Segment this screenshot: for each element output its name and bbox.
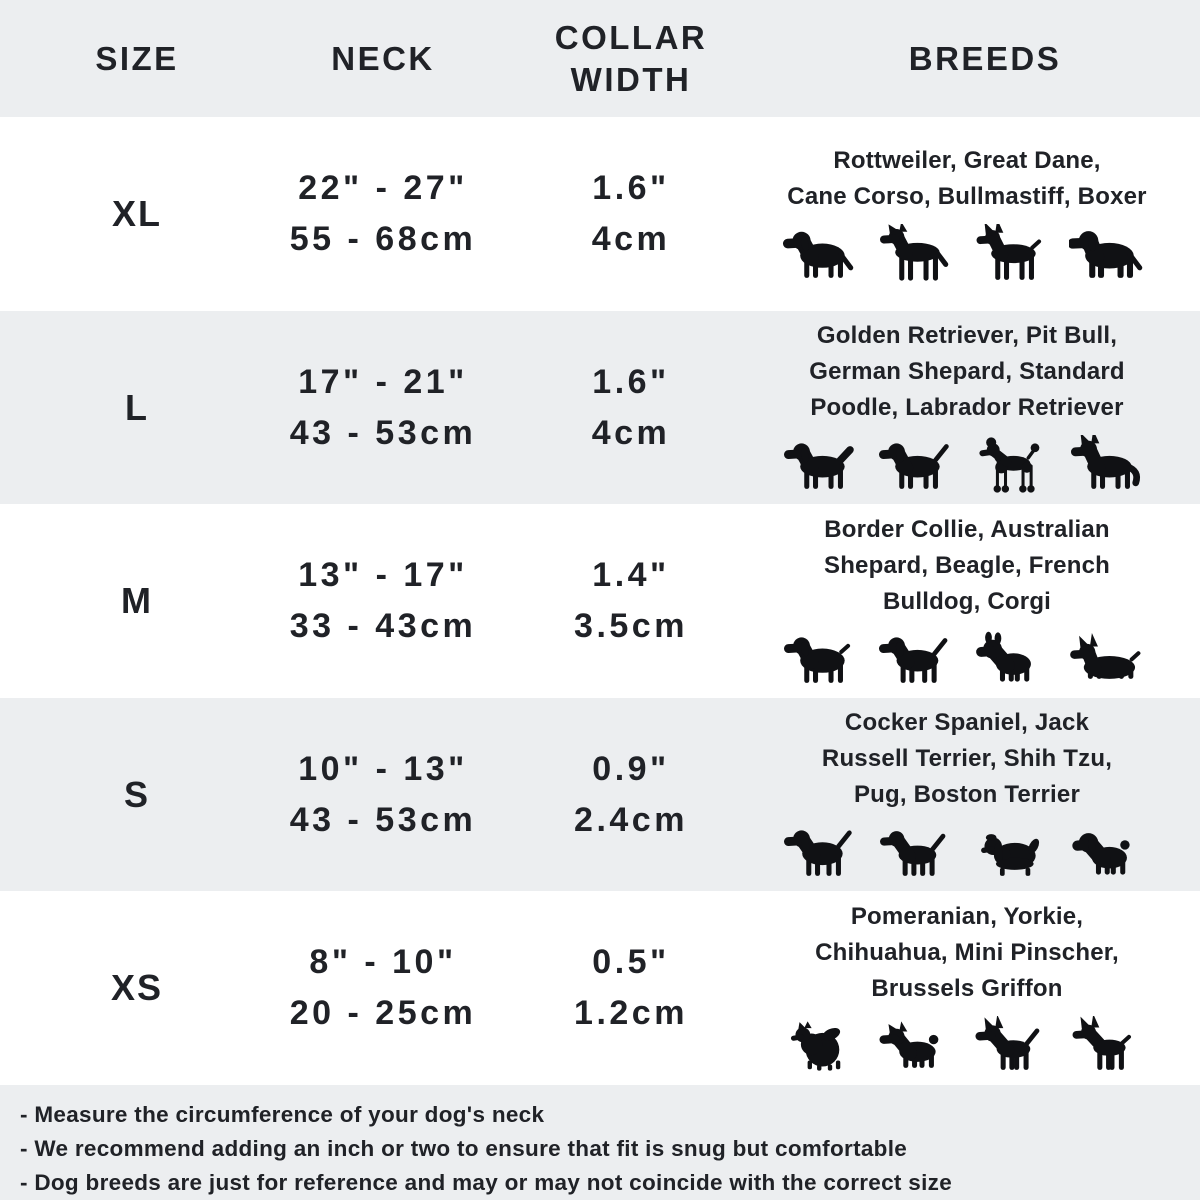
collar-width-cm: 4cm bbox=[591, 220, 671, 259]
size-row-xl: XL 22" - 27" 55 - 68cm 1.6" 4cm Rottweil… bbox=[0, 117, 1200, 311]
neck-range-inches: 8" - 10" bbox=[309, 943, 457, 982]
breeds-list-line: Golden Retriever, Pit Bull, bbox=[816, 322, 1118, 350]
size-row-l: L 17" - 21" 43 - 53cm 1.6" 4cm Golden Re… bbox=[0, 310, 1200, 505]
collar-width: 1.6" 4cm bbox=[492, 357, 770, 459]
breeds-list-line: Poodle, Labrador Retriever bbox=[810, 394, 1124, 422]
header-collar-width: COLLAR WIDTH bbox=[554, 19, 708, 98]
breeds-list-line: Chihuahua, Mini Pinscher, bbox=[815, 938, 1119, 966]
neck-range-cm: 20 - 25cm bbox=[289, 994, 477, 1033]
rottweiler-icon bbox=[782, 231, 854, 278]
header-neck: NECK bbox=[331, 40, 435, 78]
collar-width-cm: 1.2cm bbox=[574, 994, 688, 1033]
great-dane-icon bbox=[880, 223, 949, 281]
note-line: - Dog breeds are just for reference and … bbox=[20, 1169, 953, 1195]
collar-width-cm: 3.5cm bbox=[574, 607, 688, 646]
jack-russell-icon bbox=[880, 831, 946, 877]
breeds-list-line: Cocker Spaniel, Jack bbox=[844, 709, 1090, 737]
header-size: SIZE bbox=[95, 40, 179, 78]
golden-retriever-icon bbox=[783, 443, 854, 490]
neck-range: 8" - 10" 20 - 25cm bbox=[274, 937, 492, 1039]
note-line: - Measure the circumference of your dog'… bbox=[20, 1101, 545, 1127]
measuring-notes: - Measure the circumference of your dog'… bbox=[0, 1084, 1200, 1200]
breeds-list-line: Pomeranian, Yorkie, bbox=[850, 902, 1084, 930]
breeds-list-line: Border Collie, Australian bbox=[824, 515, 1110, 543]
neck-range-cm: 33 - 43cm bbox=[289, 607, 477, 646]
header-breeds: BREEDS bbox=[908, 40, 1062, 78]
size-row-s: S 10" - 13" 43 - 53cm 0.9" 2.4cm Cocker … bbox=[0, 697, 1200, 892]
collar-width-cm: 4cm bbox=[591, 413, 671, 452]
neck-range-inches: 13" - 17" bbox=[298, 556, 468, 595]
collar-width-inches: 1.6" bbox=[592, 169, 670, 208]
bullmastiff-icon bbox=[1068, 230, 1142, 278]
breed-silhouettes bbox=[782, 222, 1152, 286]
collar-width-inches: 0.5" bbox=[592, 943, 670, 982]
collar-width-inches: 1.4" bbox=[592, 556, 670, 595]
neck-range-inches: 17" - 21" bbox=[298, 362, 468, 401]
collar-width: 0.5" 1.2cm bbox=[492, 937, 770, 1039]
collar-width: 0.9" 2.4cm bbox=[492, 744, 770, 846]
yorkie-icon bbox=[879, 1021, 939, 1068]
doberman-icon bbox=[976, 223, 1042, 280]
neck-range-cm: 55 - 68cm bbox=[289, 220, 477, 259]
neck-range: 10" - 13" 43 - 53cm bbox=[274, 744, 492, 846]
breed-silhouettes bbox=[782, 1014, 1152, 1078]
breeds-list-line: German Shepard, Standard bbox=[809, 358, 1125, 386]
collar-width-inches: 0.9" bbox=[592, 749, 670, 788]
size-row-xs: XS 8" - 10" 20 - 25cm 0.5" 1.2cm Pomeran… bbox=[0, 891, 1200, 1085]
neck-range-cm: 43 - 53cm bbox=[289, 413, 477, 452]
breeds-list-line: Russell Terrier, Shih Tzu, bbox=[821, 745, 1113, 773]
corgi-icon bbox=[1069, 632, 1140, 679]
neck-range-cm: 43 - 53cm bbox=[289, 800, 477, 839]
neck-range: 22" - 27" 55 - 68cm bbox=[274, 163, 492, 265]
size-value: XS bbox=[110, 967, 164, 1009]
cocker-spaniel-icon bbox=[783, 830, 852, 877]
pomeranian-icon bbox=[790, 1021, 841, 1071]
size-value: S bbox=[123, 773, 150, 815]
neck-range: 13" - 17" 33 - 43cm bbox=[274, 550, 492, 652]
labrador-icon bbox=[879, 443, 950, 490]
breed-silhouettes bbox=[782, 433, 1152, 497]
collar-width-inches: 1.6" bbox=[592, 362, 670, 401]
german-shepherd-icon bbox=[1070, 435, 1140, 490]
neck-range-inches: 22" - 27" bbox=[298, 169, 468, 208]
chihuahua-icon bbox=[975, 1015, 1040, 1070]
breeds-list-line: Shepard, Beagle, French bbox=[823, 551, 1110, 579]
breeds: Border Collie, Australian Shepard, Beagl… bbox=[770, 512, 1200, 691]
breeds: Cocker Spaniel, Jack Russell Terrier, Sh… bbox=[770, 705, 1200, 884]
breeds-list-line: Cane Corso, Bullmastiff, Boxer bbox=[787, 182, 1147, 210]
french-bulldog-icon bbox=[976, 631, 1031, 682]
breeds-list-line: Bulldog, Corgi bbox=[882, 587, 1052, 615]
note-line: - We recommend adding an inch or two to … bbox=[20, 1135, 908, 1161]
shih-tzu-icon bbox=[981, 834, 1040, 877]
poodle-icon bbox=[979, 437, 1040, 493]
breeds-list-line: Rottweiler, Great Dane, bbox=[833, 146, 1101, 174]
breeds-list-line: Pug, Boston Terrier bbox=[853, 781, 1081, 809]
neck-range: 17" - 21" 43 - 53cm bbox=[274, 357, 492, 459]
collar-width: 1.4" 3.5cm bbox=[492, 550, 770, 652]
collar-width: 1.6" 4cm bbox=[492, 163, 770, 265]
pug-icon bbox=[1071, 833, 1130, 875]
breeds-list-line: Brussels Griffon bbox=[871, 974, 1063, 1002]
size-value: M bbox=[121, 580, 153, 622]
size-row-m: M 13" - 17" 33 - 43cm 1.4" 3.5cm Border … bbox=[0, 504, 1200, 698]
breeds: Pomeranian, Yorkie, Chihuahua, Mini Pins… bbox=[770, 899, 1200, 1078]
size-value: L bbox=[125, 386, 149, 428]
neck-range-inches: 10" - 13" bbox=[298, 749, 468, 788]
breed-silhouettes bbox=[782, 627, 1152, 691]
breeds: Rottweiler, Great Dane, Cane Corso, Bull… bbox=[770, 143, 1200, 286]
collar-width-cm: 2.4cm bbox=[574, 800, 688, 839]
breed-silhouettes bbox=[782, 820, 1152, 884]
min-pin-icon bbox=[1072, 1015, 1131, 1070]
table-header-row: SIZE NECK COLLAR WIDTH BREEDS bbox=[0, 0, 1200, 118]
australian-shepherd-icon bbox=[783, 637, 850, 683]
beagle-icon bbox=[879, 637, 948, 683]
breeds: Golden Retriever, Pit Bull, German Shepa… bbox=[770, 318, 1200, 497]
size-value: XL bbox=[111, 193, 162, 235]
